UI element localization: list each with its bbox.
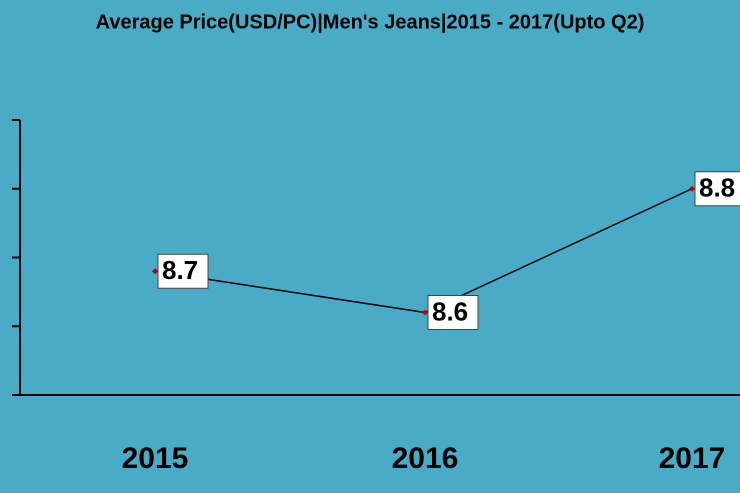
line bbox=[154, 188, 693, 314]
marker bbox=[152, 268, 158, 275]
label-box bbox=[427, 295, 479, 330]
label-box bbox=[694, 171, 740, 207]
x-tick-label: 2016 bbox=[392, 442, 459, 475]
data-label: 8.8 bbox=[699, 173, 735, 203]
x-tick-label: 2017 bbox=[659, 442, 726, 475]
chart-title: Average Price(USD/PC)|Men's Jeans|2015 -… bbox=[96, 11, 645, 33]
data-label: 8.7 bbox=[162, 255, 198, 285]
marker bbox=[422, 309, 428, 316]
marker bbox=[689, 185, 695, 192]
data-label: 8.6 bbox=[432, 296, 468, 326]
x-tick-label: 2015 bbox=[122, 442, 189, 475]
